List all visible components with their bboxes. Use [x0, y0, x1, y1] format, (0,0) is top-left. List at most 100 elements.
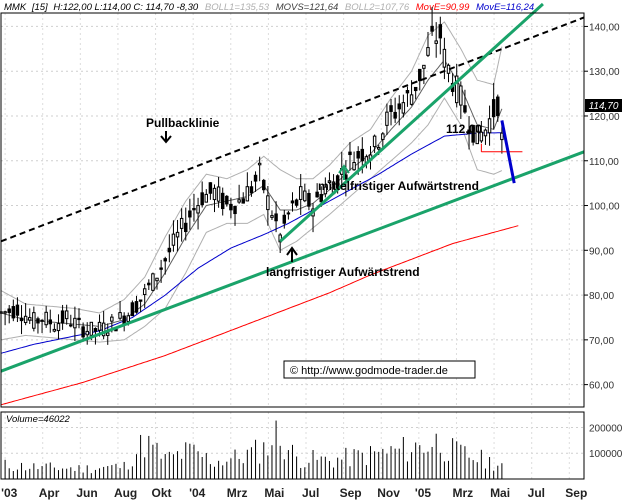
candle-body — [266, 195, 270, 211]
candle-body — [138, 299, 143, 302]
volume-label: Volume=46022 — [6, 414, 71, 425]
candle-body — [7, 308, 11, 313]
price-tick-label: 110,00 — [589, 157, 619, 168]
candle-body — [405, 90, 410, 94]
time-tick-label: Jun — [76, 486, 97, 500]
candle-body — [274, 213, 278, 222]
last-price-label: 114,70 — [589, 101, 619, 112]
copyright-text: © http://www.godmode-trader.de — [290, 365, 448, 377]
candle-body — [487, 118, 492, 134]
time-tick-label: Mai — [264, 486, 284, 500]
candle-body — [356, 151, 360, 159]
candle-body — [28, 317, 32, 321]
volume-bars — [0, 420, 503, 479]
candle-body — [204, 193, 209, 203]
candle-body — [85, 330, 89, 336]
pullback-arrow — [160, 131, 172, 144]
candle-body — [32, 312, 36, 329]
candle-body — [196, 205, 200, 214]
candle-body — [454, 75, 459, 104]
bollinger-upper-line — [0, 21, 503, 314]
candle-body — [97, 321, 102, 331]
candle-body — [56, 323, 61, 332]
candle-body — [401, 102, 406, 114]
candle-body — [73, 317, 77, 329]
candle-body — [179, 217, 184, 229]
copyright-box — [283, 360, 476, 379]
candle-body — [134, 301, 139, 313]
candle-body — [159, 267, 163, 270]
candle-body — [327, 180, 332, 184]
candle-body — [229, 203, 233, 211]
candle-body — [188, 210, 192, 218]
price-tick-label: 100,00 — [589, 202, 620, 213]
candle-body — [171, 233, 176, 246]
candle-body — [23, 315, 28, 324]
candle-body — [142, 288, 147, 296]
candle-body — [155, 277, 159, 282]
candle-body — [471, 124, 475, 143]
volume-frame — [0, 411, 585, 480]
candle-body — [459, 85, 463, 106]
candle-body — [496, 96, 500, 117]
price-tick-label: 130,00 — [589, 67, 620, 78]
candle-body — [175, 231, 180, 238]
candle-body — [241, 198, 245, 204]
candle-body — [389, 105, 393, 112]
candle-body — [352, 161, 356, 171]
candle-body — [130, 302, 135, 317]
candle-body — [212, 187, 217, 201]
candle-body — [15, 304, 20, 316]
header-boll1: BOLL1=135,53 — [205, 2, 270, 13]
time-tick-label: '03 — [1, 486, 18, 500]
candle-body — [249, 186, 254, 194]
candle-body — [418, 68, 422, 82]
candle-body — [93, 328, 98, 332]
price-tick-label: 140,00 — [589, 22, 620, 33]
candle-body — [319, 193, 323, 203]
projection-line — [500, 120, 516, 184]
candle-body — [500, 132, 504, 141]
price-tick-label: 120,00 — [589, 112, 620, 123]
candle-body — [192, 207, 196, 211]
candle-body — [89, 321, 94, 336]
header-ohlc: H:122,00 L:114,00 C: 114,70 -8,30 — [53, 2, 199, 13]
candle-body — [64, 310, 69, 320]
candle-body — [385, 111, 389, 126]
candle-body — [257, 162, 262, 166]
candle-body — [376, 146, 381, 150]
last-price-badge — [585, 99, 622, 112]
candle-body — [11, 306, 16, 319]
candle-body — [315, 191, 319, 198]
candle-body — [101, 322, 106, 337]
candle-body — [282, 214, 287, 224]
candle-body — [397, 103, 401, 110]
candle-body — [44, 311, 48, 326]
volume-tick-label: 100000 — [589, 449, 623, 460]
candle-body — [409, 94, 414, 105]
header-interval: [15] — [31, 2, 48, 13]
header-move-blue: MovE=116,24 — [476, 2, 534, 13]
price-tick-label: 80,00 — [589, 291, 614, 302]
time-axis-labels: '03 Apr Jun Aug Okt '04 Mrz Mai Jul Sep Nov '05 Mrz M… — [1, 486, 587, 500]
time-tick-label: Mrz — [227, 486, 248, 500]
candle-body — [479, 131, 484, 142]
candle-body — [491, 99, 496, 118]
candle-body — [307, 192, 311, 207]
header-symbol: MMK — [4, 2, 27, 13]
candle-body — [426, 47, 430, 56]
trendline-mid-trend — [279, 2, 544, 243]
time-tick-label: Apr — [39, 486, 60, 500]
header-text: MMK [15] H:122,00 L:114,00 C: 114,70 -8,… — [4, 2, 534, 13]
candle-body — [110, 316, 114, 322]
candle-body — [475, 125, 479, 145]
time-tick-label: Sep — [340, 486, 362, 500]
candle-body — [463, 105, 467, 113]
candle-body — [303, 190, 307, 202]
candle-body — [208, 182, 213, 194]
price-tick-label: 70,00 — [589, 336, 614, 347]
candle-body — [216, 186, 221, 202]
candle-body — [151, 273, 155, 291]
candle-body — [60, 310, 65, 324]
long-trend-arrow — [286, 246, 298, 262]
